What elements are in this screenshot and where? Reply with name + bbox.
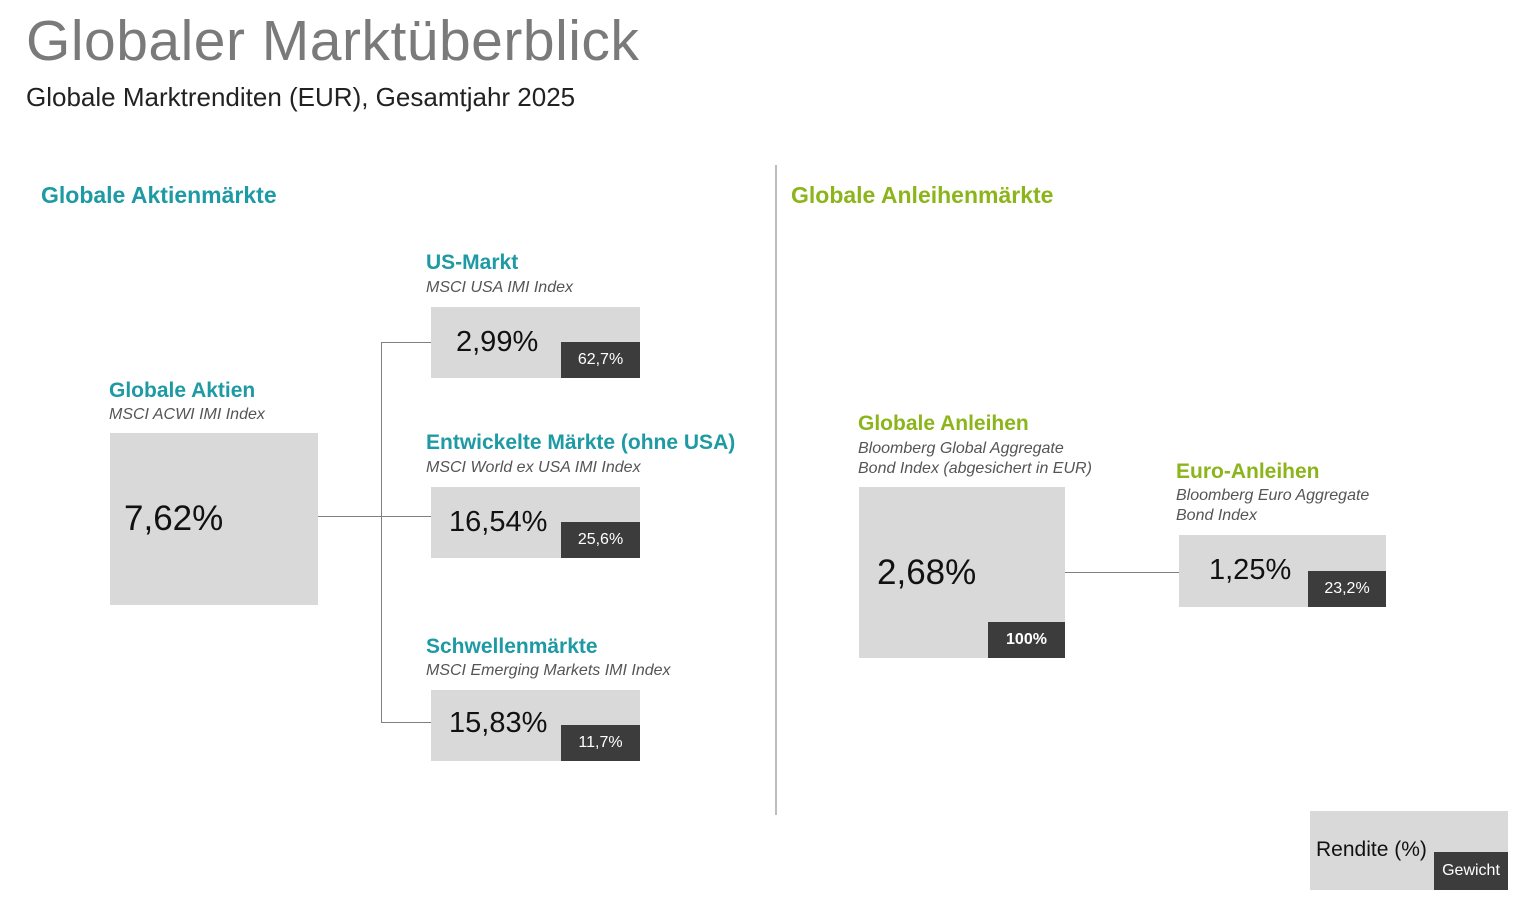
equities-heading: Globale Aktienmärkte <box>41 182 277 208</box>
us-market-index: MSCI USA IMI Index <box>426 279 573 296</box>
page-subtitle: Globale Marktrenditen (EUR), Gesamtjahr … <box>26 82 576 112</box>
us-market-return: 2,99% <box>456 326 539 358</box>
euro-bonds-weight: 23,2% <box>1308 571 1386 607</box>
euro-bonds-return: 1,25% <box>1209 554 1292 586</box>
euro-bonds-index-line2: Bond Index <box>1176 507 1257 524</box>
developed-markets-return: 16,54% <box>449 506 548 538</box>
global-bonds-box: 2,68% 100% <box>859 487 1065 658</box>
developed-markets-box: 16,54% 25,6% <box>431 487 640 558</box>
emerging-markets-index: MSCI Emerging Markets IMI Index <box>426 662 671 679</box>
connector-to-em <box>381 722 431 723</box>
section-divider <box>775 165 777 815</box>
us-market-title: US-Markt <box>426 251 519 274</box>
connector-to-us <box>381 342 431 343</box>
legend-weight-label: Gewicht <box>1434 852 1508 890</box>
global-bonds-weight: 100% <box>988 622 1065 658</box>
connector-trunk-vertical <box>381 342 382 723</box>
global-bonds-title: Globale Anleihen <box>858 412 1029 435</box>
connector-parent-to-trunk <box>318 516 431 517</box>
euro-bonds-box: 1,25% 23,2% <box>1179 535 1386 607</box>
developed-markets-weight: 25,6% <box>561 522 640 558</box>
emerging-markets-weight: 11,7% <box>561 725 640 761</box>
connector-bonds <box>1065 572 1179 573</box>
bonds-heading: Globale Anleihenmärkte <box>791 182 1054 208</box>
euro-bonds-title: Euro-Anleihen <box>1176 460 1320 483</box>
global-equities-box: 7,62% <box>110 433 318 605</box>
global-equities-return: 7,62% <box>124 499 224 538</box>
legend-box: Rendite (%) Gewicht <box>1310 811 1508 890</box>
global-equities-title: Globale Aktien <box>109 379 256 402</box>
euro-bonds-index-line1: Bloomberg Euro Aggregate <box>1176 487 1370 504</box>
page-title: Globaler Marktüberblick <box>26 9 640 73</box>
us-market-weight: 62,7% <box>561 342 640 378</box>
developed-markets-title: Entwickelte Märkte (ohne USA) <box>426 431 736 454</box>
legend-return-label: Rendite (%) <box>1316 838 1427 861</box>
global-bonds-index-line2: Bond Index (abgesichert in EUR) <box>858 460 1092 477</box>
us-market-box: 2,99% 62,7% <box>431 307 640 378</box>
global-bonds-index-line1: Bloomberg Global Aggregate <box>858 440 1064 457</box>
developed-markets-index: MSCI World ex USA IMI Index <box>426 459 641 476</box>
emerging-markets-title: Schwellenmärkte <box>426 635 598 658</box>
global-equities-index: MSCI ACWI IMI Index <box>109 406 265 423</box>
emerging-markets-box: 15,83% 11,7% <box>431 690 640 761</box>
global-bonds-return: 2,68% <box>877 553 977 592</box>
emerging-markets-return: 15,83% <box>449 707 548 739</box>
